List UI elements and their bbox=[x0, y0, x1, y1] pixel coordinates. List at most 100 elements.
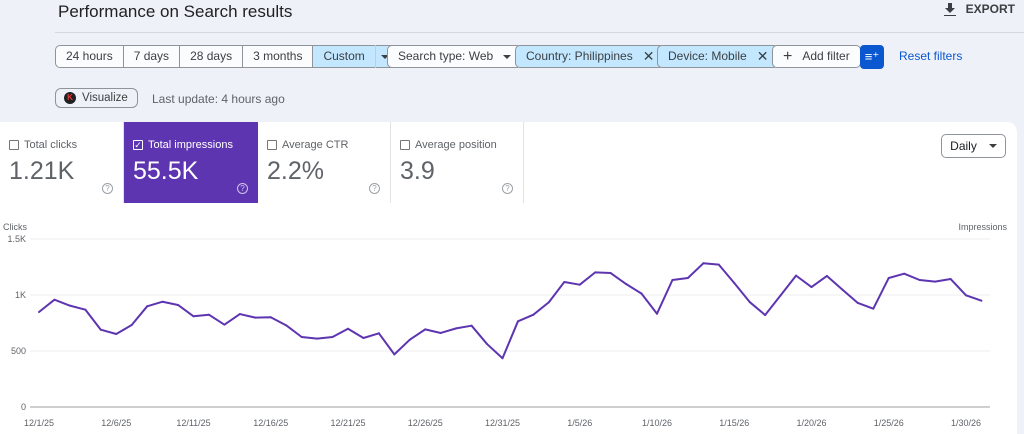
y-tick-label: 500 bbox=[11, 346, 26, 356]
data-point bbox=[130, 324, 133, 327]
add-filter-button[interactable]: + Add filter bbox=[772, 45, 861, 68]
range-custom[interactable]: Custom bbox=[313, 46, 403, 67]
add-filter-label: Add filter bbox=[802, 49, 850, 63]
data-point bbox=[656, 312, 658, 315]
y-tick-label: 0 bbox=[21, 402, 26, 412]
close-icon[interactable]: ✕ bbox=[642, 48, 655, 64]
x-tick-label: 1/5/26 bbox=[567, 418, 592, 428]
data-point bbox=[470, 324, 473, 327]
data-point bbox=[238, 313, 241, 316]
plus-icon: + bbox=[783, 48, 793, 65]
data-point bbox=[934, 280, 937, 283]
x-tick-label: 12/16/25 bbox=[253, 418, 288, 428]
x-tick-label: 12/1/25 bbox=[24, 418, 54, 428]
help-icon[interactable]: ? bbox=[502, 183, 513, 194]
checkbox[interactable] bbox=[9, 140, 19, 150]
x-tick-label: 1/20/26 bbox=[796, 418, 826, 428]
search-type-filter[interactable]: Search type: Web bbox=[387, 45, 523, 68]
caret-down-icon bbox=[988, 144, 997, 148]
metric-total-clicks[interactable]: Total clicks 1.21K ? bbox=[0, 122, 124, 203]
data-point bbox=[841, 288, 844, 291]
range-custom-label: Custom bbox=[323, 49, 365, 63]
data-point bbox=[547, 301, 550, 304]
device-filter-chip[interactable]: Device: Mobile ✕ bbox=[657, 45, 780, 68]
range-24-hours[interactable]: 24 hours bbox=[56, 46, 124, 67]
checkbox[interactable] bbox=[400, 140, 410, 150]
data-point bbox=[764, 314, 767, 317]
country-filter-chip[interactable]: Country: Philippines ✕ bbox=[515, 45, 666, 68]
data-point bbox=[393, 353, 396, 356]
close-icon[interactable]: ✕ bbox=[756, 48, 769, 64]
help-icon[interactable]: ? bbox=[102, 183, 113, 194]
data-point bbox=[578, 283, 581, 286]
data-point bbox=[671, 278, 674, 281]
metric-average-position[interactable]: Average position 3.9 ? bbox=[391, 122, 524, 203]
visualize-button[interactable]: K Visualize bbox=[55, 88, 138, 108]
data-point bbox=[146, 305, 149, 308]
data-point bbox=[686, 276, 689, 279]
data-point bbox=[856, 301, 859, 304]
data-point bbox=[640, 292, 643, 295]
data-point bbox=[223, 323, 226, 326]
filter-add-icon: ≡⁺ bbox=[864, 49, 880, 64]
data-point bbox=[192, 315, 195, 318]
range-3-months[interactable]: 3 months bbox=[243, 46, 314, 67]
data-point bbox=[285, 324, 288, 327]
export-label: EXPORT bbox=[965, 2, 1015, 16]
data-point bbox=[300, 336, 303, 338]
data-point bbox=[563, 281, 566, 284]
x-tick-label: 1/25/26 bbox=[874, 418, 904, 428]
data-point bbox=[748, 301, 751, 304]
metric-total-impressions[interactable]: ✓ Total impressions 55.5K ? bbox=[124, 122, 258, 203]
data-point bbox=[965, 294, 967, 297]
data-point bbox=[918, 278, 921, 281]
data-point bbox=[795, 274, 798, 277]
visualize-label: Visualize bbox=[82, 92, 128, 104]
data-point bbox=[532, 313, 535, 316]
data-point bbox=[594, 271, 597, 274]
left-axis-label: Clicks bbox=[3, 222, 27, 232]
reset-filters-link[interactable]: Reset filters bbox=[899, 49, 963, 63]
data-point bbox=[609, 272, 612, 275]
data-point bbox=[717, 263, 720, 266]
checkbox-checked[interactable]: ✓ bbox=[133, 140, 143, 150]
x-tick-label: 12/6/25 bbox=[101, 418, 131, 428]
data-point bbox=[53, 298, 56, 301]
x-tick-label: 12/21/25 bbox=[330, 418, 365, 428]
data-point bbox=[161, 300, 164, 303]
granularity-dropdown[interactable]: Daily bbox=[941, 134, 1006, 158]
metric-label: Total clicks bbox=[24, 139, 78, 151]
data-point bbox=[207, 313, 210, 316]
x-tick-label: 1/10/26 bbox=[642, 418, 672, 428]
range-7-days[interactable]: 7 days bbox=[124, 46, 181, 67]
data-point bbox=[733, 282, 736, 285]
data-point bbox=[177, 303, 180, 306]
range-28-days[interactable]: 28 days bbox=[180, 46, 244, 67]
data-point bbox=[377, 332, 380, 335]
help-icon[interactable]: ? bbox=[237, 183, 248, 194]
caret-down-icon bbox=[380, 54, 389, 59]
metric-average-ctr[interactable]: Average CTR 2.2% ? bbox=[258, 122, 391, 203]
help-icon[interactable]: ? bbox=[369, 183, 380, 194]
data-point bbox=[825, 274, 828, 277]
granularity-label: Daily bbox=[950, 139, 977, 153]
data-point bbox=[362, 337, 365, 340]
country-filter-label: Country: Philippines bbox=[526, 49, 633, 63]
x-tick-label: 1/30/26 bbox=[951, 418, 981, 428]
metric-label: Average CTR bbox=[282, 139, 349, 151]
x-tick-label: 12/31/25 bbox=[485, 418, 520, 428]
data-point bbox=[903, 272, 906, 275]
metric-value: 3.9 bbox=[400, 157, 435, 185]
data-point bbox=[424, 328, 427, 331]
export-button[interactable]: EXPORT bbox=[943, 2, 1015, 16]
extension-logo-icon: K bbox=[64, 92, 76, 104]
data-point bbox=[702, 262, 705, 265]
metric-value: 2.2% bbox=[267, 157, 324, 185]
divider bbox=[55, 32, 1024, 33]
last-update-text: Last update: 4 hours ago bbox=[152, 92, 285, 106]
y-tick-label: 1.5K bbox=[7, 234, 26, 244]
data-point bbox=[516, 320, 519, 323]
filter-settings-button[interactable]: ≡⁺ bbox=[860, 45, 884, 69]
data-point bbox=[99, 328, 102, 331]
checkbox[interactable] bbox=[267, 140, 277, 150]
